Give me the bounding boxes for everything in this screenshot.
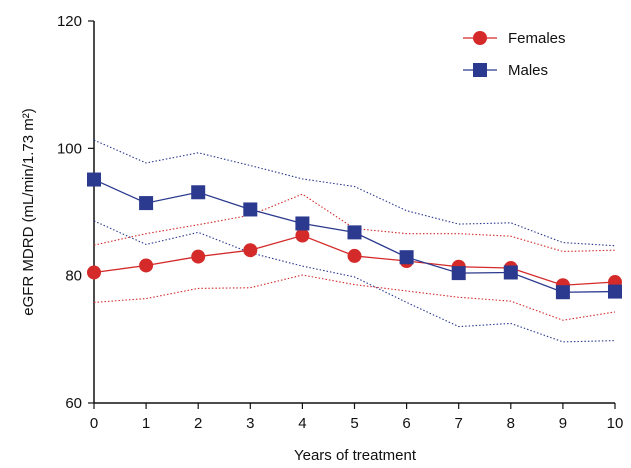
x-tick-label: 4	[298, 415, 306, 432]
x-tick-label: 1	[142, 415, 150, 432]
y-axis-title: eGFR MDRD (mL/min/1.73 m²)	[20, 108, 37, 316]
band-lower-females	[93, 274, 616, 321]
band-upper-females	[93, 193, 616, 253]
x-tick-label: 7	[455, 415, 463, 432]
y-tick-label: 60	[65, 395, 82, 412]
point-males	[608, 284, 622, 299]
point-males	[555, 285, 570, 300]
point-females	[87, 265, 101, 280]
y-tick-label: 120	[57, 13, 82, 30]
x-tick-label: 5	[350, 415, 358, 432]
point-females	[347, 248, 362, 263]
x-tick-label: 9	[559, 415, 567, 432]
legend-marker-females	[473, 31, 487, 45]
x-tick-label: 10	[607, 415, 624, 432]
y-tick-label: 80	[65, 268, 82, 285]
ticks: 0 1 2 3 4 5 6 7 8 9 10 60 80 100 120	[57, 13, 623, 432]
x-tick-label: 6	[402, 415, 410, 432]
legend-marker-males	[473, 63, 487, 77]
legend-label-females: Females	[508, 30, 566, 47]
x-tick-label: 8	[507, 415, 515, 432]
point-males	[191, 185, 206, 200]
x-tick-label: 0	[90, 415, 98, 432]
series-markers	[87, 172, 622, 300]
x-tick-label: 2	[194, 415, 202, 432]
band-upper-males	[93, 139, 616, 247]
x-axis-title: Years of treatment	[294, 447, 417, 464]
x-tick-label: 3	[246, 415, 254, 432]
point-males	[399, 250, 414, 265]
point-males	[243, 202, 258, 217]
point-males	[451, 266, 466, 281]
point-males	[139, 196, 154, 211]
legend-item-males: Males	[463, 62, 548, 79]
legend-item-females: Females	[463, 30, 566, 47]
point-females	[139, 258, 154, 273]
point-males	[87, 172, 101, 187]
point-males	[503, 265, 518, 280]
point-females	[295, 228, 310, 243]
legend: Females Males	[463, 30, 566, 79]
point-females	[191, 249, 206, 264]
point-females	[243, 243, 258, 258]
y-tick-label: 100	[57, 140, 82, 157]
legend-label-males: Males	[508, 62, 548, 79]
confidence-bands	[93, 139, 616, 343]
band-lower-males	[93, 220, 616, 343]
point-males	[347, 225, 362, 240]
point-males	[295, 216, 310, 231]
